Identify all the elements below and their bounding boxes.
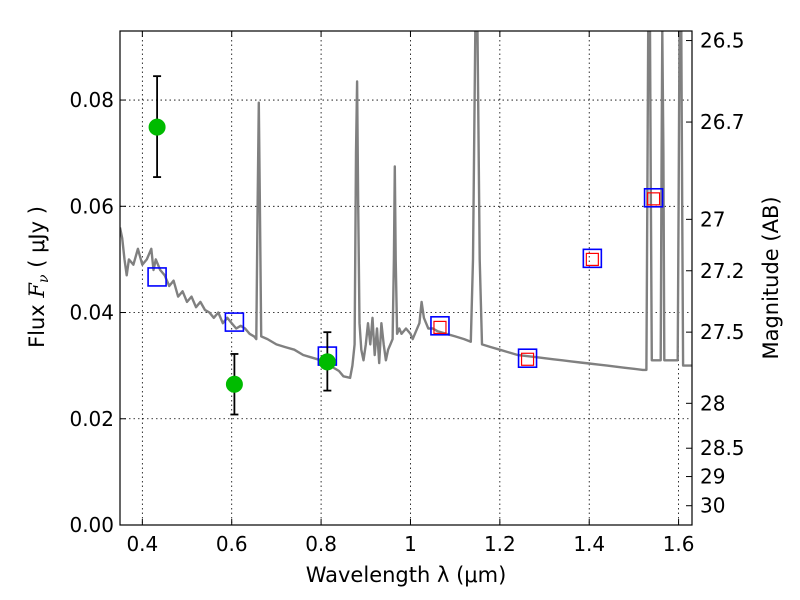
model-photometry-square (517, 348, 538, 369)
x-tick-label: 1 (404, 532, 417, 556)
sed-model-line (120, 31, 692, 380)
magnitude-tick-label: 27.2 (700, 259, 745, 283)
detection-series (148, 75, 336, 416)
magnitude-tick-label: 28.5 (700, 436, 745, 460)
y-tick-label: 0.06 (69, 194, 114, 218)
observed-photometry-square (520, 352, 535, 366)
y-tick-label: 0.02 (69, 407, 114, 431)
y-tick-label: 0.04 (69, 301, 114, 325)
y-axis-label-unit: ( μJy ) (25, 206, 49, 268)
model-photometry-square (643, 187, 664, 208)
y-axis-label: Flux Fν ( μJy ) (25, 206, 52, 348)
magnitude-tick-label: 30 (700, 494, 725, 518)
detection-point (318, 353, 336, 371)
magnitude-tick-label: 26.7 (700, 110, 745, 134)
right-axis-label: Magnitude (AB) (759, 196, 783, 359)
x-axis-label: Wavelength λ (μm) (306, 563, 507, 587)
x-tick-label: 1.2 (484, 532, 516, 556)
axis-ticks (120, 31, 692, 526)
y-tick-labels: 0.00 0.02 0.04 0.06 0.08 (69, 88, 114, 537)
model-photometry-series (147, 187, 664, 369)
magnitude-tick-labels: 26.5 26.7 27 27.2 27.5 28 28.5 29 30 (700, 29, 745, 518)
model-photometry-square (147, 267, 167, 287)
y-tick-label: 0.00 (69, 513, 114, 537)
magnitude-tick-label: 27 (700, 207, 725, 231)
magnitude-tick-label: 28 (700, 391, 725, 415)
observed-photometry-square (585, 252, 599, 267)
x-tick-label: 0.4 (126, 532, 158, 556)
x-tick-label: 0.8 (305, 532, 337, 556)
x-tick-label: 1.4 (573, 532, 605, 556)
model-photometry-square (582, 248, 603, 269)
magnitude-tick-label: 26.5 (700, 29, 745, 53)
y-axis-label-subscript: ν (36, 274, 52, 283)
y-axis-label-symbol: F (25, 282, 49, 299)
detection-point (225, 375, 243, 393)
x-tick-labels: 0.4 0.6 0.8 1 1.2 1.4 1.6 (126, 532, 694, 556)
sed-model-series (120, 31, 692, 380)
model-photometry-square (430, 316, 450, 336)
x-tick-label: 1.6 (663, 532, 695, 556)
plot-frame (119, 30, 693, 526)
observed-photometry-series (433, 192, 661, 366)
x-tick-label: 0.6 (216, 532, 248, 556)
detection-point (148, 118, 166, 136)
grid-lines (120, 31, 692, 525)
observed-photometry-square (433, 320, 447, 334)
magnitude-tick-label: 27.5 (700, 320, 745, 344)
magnitude-tick-label: 29 (700, 465, 725, 489)
observed-photometry-square (646, 192, 661, 206)
y-axis-label-prefix: Flux (25, 304, 49, 348)
model-photometry-square (224, 312, 245, 332)
y-tick-label: 0.08 (69, 88, 114, 112)
